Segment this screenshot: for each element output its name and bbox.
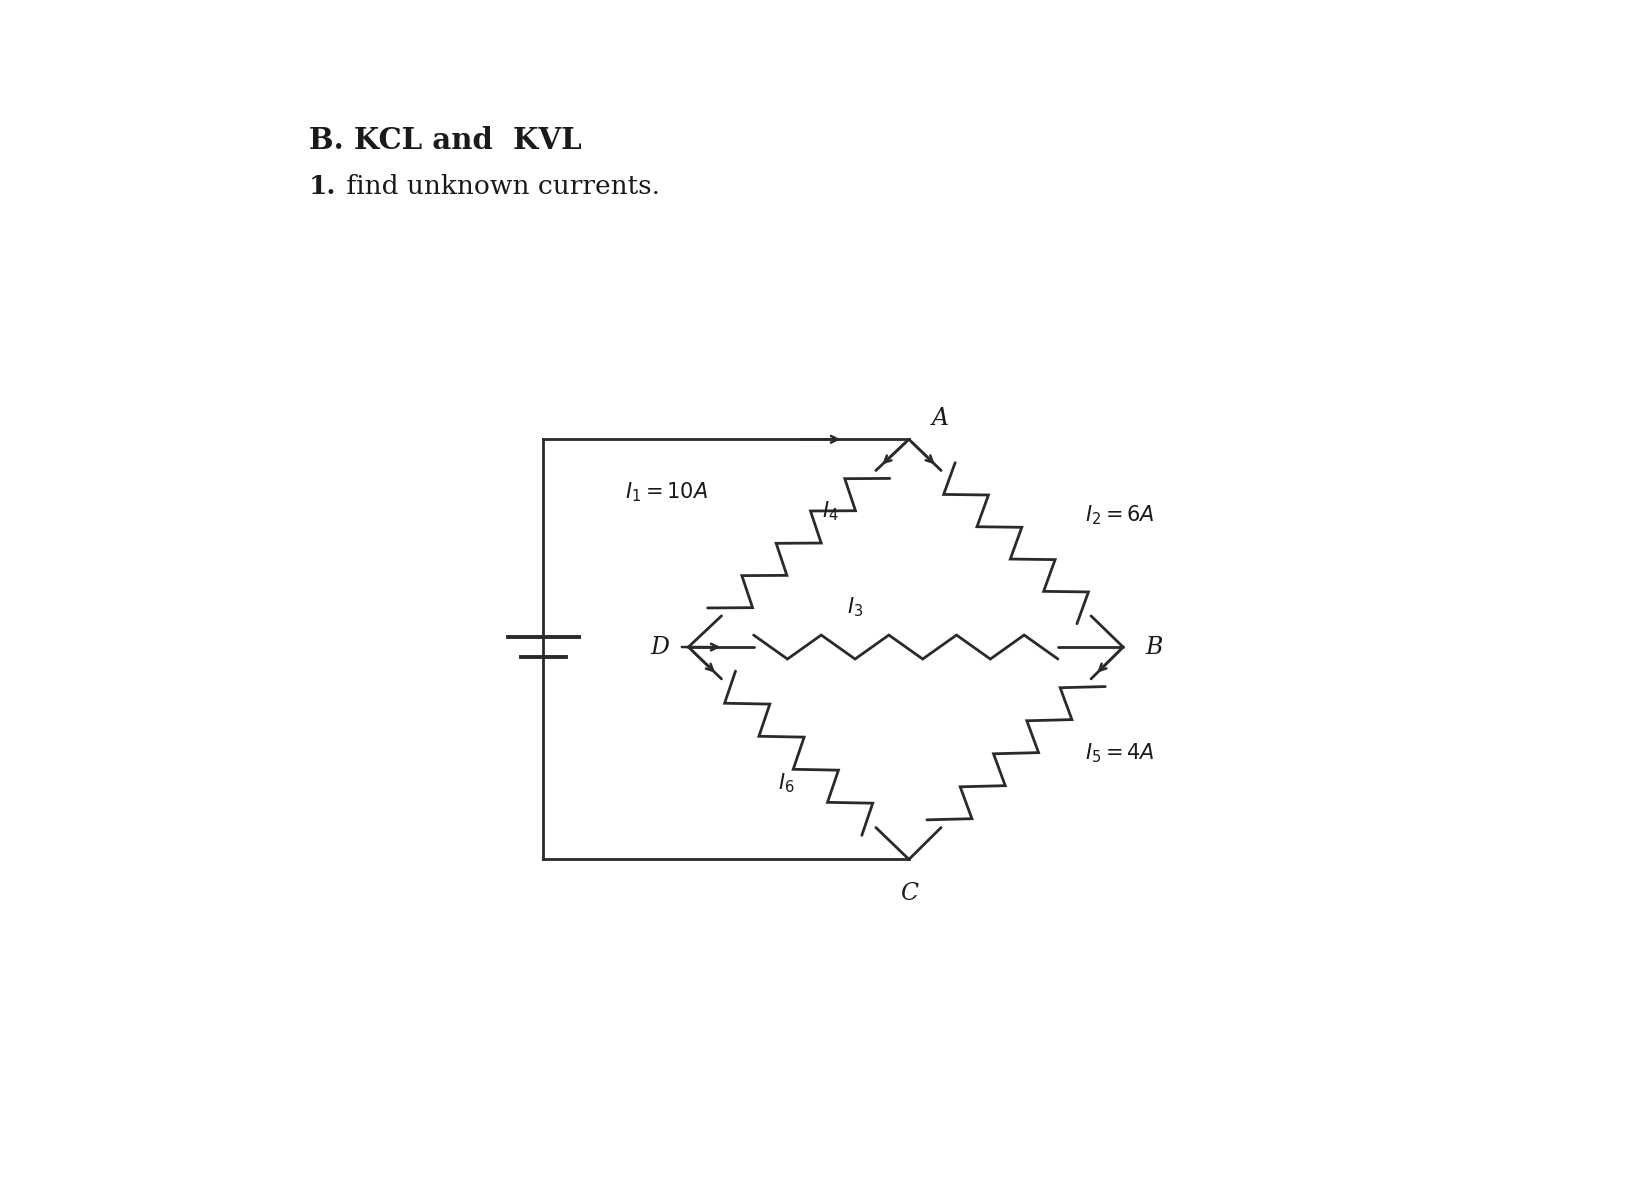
- Text: $I_5{=}4A$: $I_5{=}4A$: [1086, 741, 1154, 765]
- Text: $I_4$: $I_4$: [821, 499, 839, 523]
- Text: $I_6$: $I_6$: [777, 772, 795, 795]
- Text: A: A: [932, 408, 948, 430]
- Text: 1.: 1.: [309, 174, 337, 199]
- Text: $I_3$: $I_3$: [847, 596, 863, 620]
- Text: find unknown currents.: find unknown currents.: [338, 174, 660, 199]
- Text: C: C: [899, 882, 919, 905]
- Text: $I_1{=}10A$: $I_1{=}10A$: [626, 481, 709, 505]
- Text: $I_2{=}6A$: $I_2{=}6A$: [1086, 504, 1154, 528]
- Text: D: D: [650, 635, 670, 658]
- Text: B. KCL and  KVL: B. KCL and KVL: [309, 126, 582, 155]
- Text: B: B: [1146, 635, 1163, 658]
